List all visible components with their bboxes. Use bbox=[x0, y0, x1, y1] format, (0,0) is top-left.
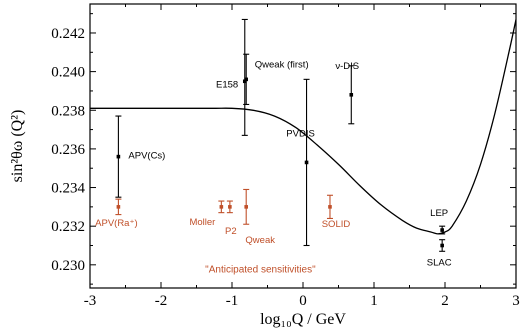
point-labels: APV(Cs) E158 Qweak (first) ν-DIS PVDIS LEP SLA… bbox=[95, 59, 452, 268]
point-label: E158 bbox=[216, 79, 238, 90]
point-marker bbox=[116, 205, 121, 209]
data-point bbox=[226, 200, 233, 214]
x-tick-label: 3 bbox=[512, 293, 520, 309]
x-tick-label: -3 bbox=[84, 293, 97, 309]
point-marker bbox=[440, 243, 444, 248]
data-point bbox=[218, 200, 225, 214]
plot-border bbox=[89, 3, 517, 289]
data-point bbox=[303, 78, 310, 247]
y-tick-label: 0.236 bbox=[51, 142, 85, 158]
data-point bbox=[439, 225, 446, 235]
data-point bbox=[243, 188, 250, 225]
x-tick-label: -2 bbox=[155, 293, 168, 309]
data-point bbox=[326, 194, 333, 219]
y-tick-label: 0.230 bbox=[51, 258, 85, 274]
x-tick-label: 0 bbox=[299, 293, 307, 309]
y-tick-label: 0.240 bbox=[51, 65, 85, 81]
plot-frame bbox=[89, 3, 517, 289]
data-point bbox=[115, 198, 122, 216]
point-marker bbox=[244, 205, 248, 209]
point-label: P2 bbox=[225, 226, 237, 237]
point-marker bbox=[440, 228, 444, 232]
point-label: Moller bbox=[189, 217, 215, 228]
sm-running-curve bbox=[90, 19, 516, 235]
point-label: APV(Ra⁺) bbox=[95, 218, 138, 229]
point-marker bbox=[349, 93, 354, 97]
x-axis: -3 -2 -1 0 1 2 3 bbox=[84, 4, 520, 309]
x-tick-label: 2 bbox=[441, 293, 449, 309]
point-marker bbox=[244, 77, 248, 82]
point-marker bbox=[228, 205, 232, 209]
point-label: APV(Cs) bbox=[128, 151, 165, 162]
x-axis-label: log₁₀Q / GeV bbox=[260, 311, 346, 328]
point-label: SLAC bbox=[427, 257, 452, 268]
y-tick-label: 0.242 bbox=[51, 26, 85, 42]
anticipated-sensitivities-note: "Anticipated sensitivities" bbox=[205, 265, 316, 276]
point-label: ν-DIS bbox=[335, 61, 359, 72]
point-marker bbox=[242, 79, 247, 84]
point-label: PVDIS bbox=[286, 128, 315, 139]
point-marker bbox=[219, 205, 224, 209]
data-point bbox=[241, 18, 248, 136]
data-point bbox=[243, 53, 250, 106]
point-label: Qweak bbox=[245, 235, 275, 246]
data-point bbox=[115, 115, 122, 198]
point-marker bbox=[304, 160, 309, 165]
curve-layer bbox=[90, 19, 516, 235]
data-point bbox=[348, 65, 355, 125]
y-tick-label: 0.232 bbox=[51, 219, 85, 235]
data-point bbox=[439, 239, 446, 252]
point-label: SOLID bbox=[322, 219, 351, 230]
point-marker bbox=[116, 154, 121, 159]
point-marker bbox=[328, 205, 332, 209]
y-tick-label: 0.238 bbox=[51, 103, 85, 119]
x-tick-label: 1 bbox=[370, 293, 378, 309]
x-tick-label: -1 bbox=[226, 293, 239, 309]
y-axis-label: sin²θω (Q²) bbox=[9, 110, 26, 183]
y-tick-label: 0.234 bbox=[51, 181, 85, 197]
point-label: LEP bbox=[430, 208, 448, 219]
data-points bbox=[115, 18, 446, 252]
point-label: Qweak (first) bbox=[255, 59, 309, 70]
y-axis: 0.230 0.232 0.234 0.236 0.238 0.240 0.242 bbox=[51, 13, 516, 285]
